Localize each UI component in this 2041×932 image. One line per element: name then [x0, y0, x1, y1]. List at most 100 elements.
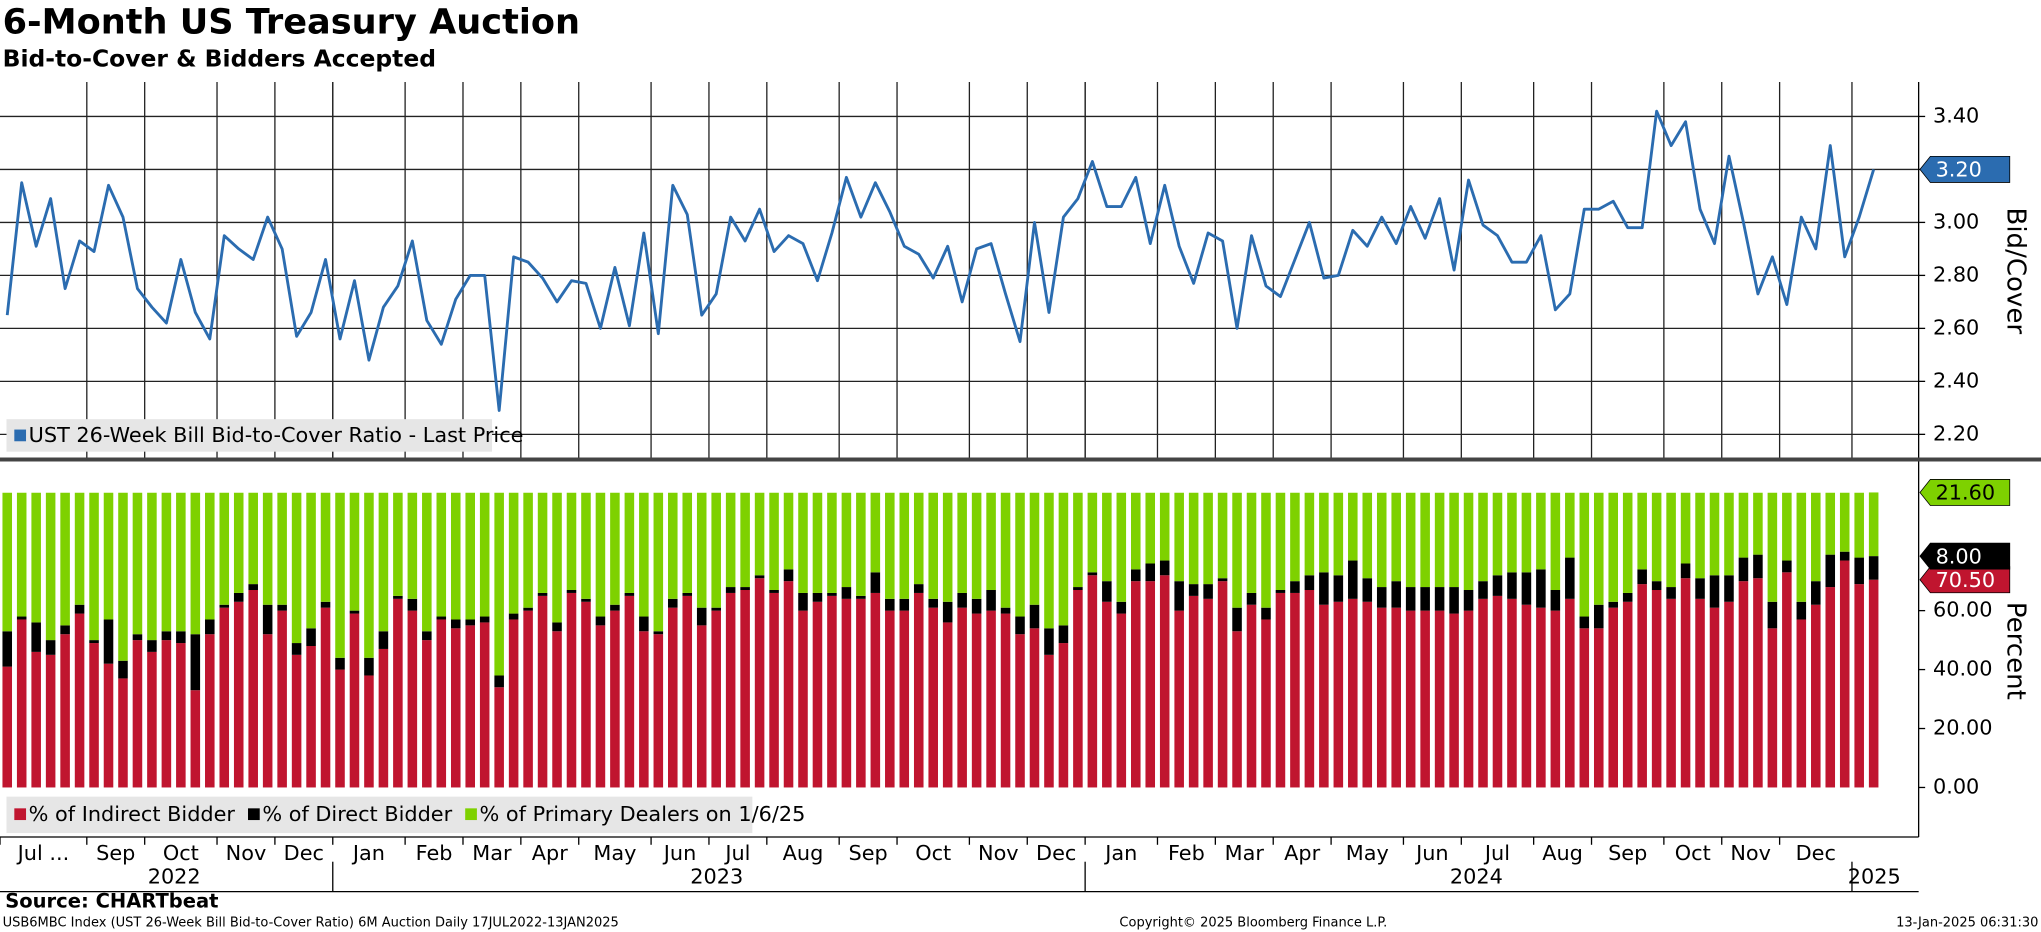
bar-segment	[1724, 575, 1734, 602]
bar-segment	[161, 631, 172, 641]
bar-segment	[132, 492, 143, 635]
bar-segment	[1782, 560, 1792, 573]
bar-segment	[1058, 492, 1069, 626]
bar-segment	[942, 492, 953, 602]
bar-segment	[1695, 598, 1705, 788]
bar-segment	[1348, 492, 1358, 561]
bar-segment	[682, 592, 693, 596]
bar-segment	[132, 640, 143, 788]
y-tick-label: 20.00	[1933, 716, 1993, 740]
bar-segment	[479, 492, 490, 617]
bar-segment	[1651, 590, 1662, 788]
bar-segment	[537, 492, 548, 593]
bar-segment	[841, 492, 852, 588]
bar-segment	[508, 492, 519, 614]
bar-segment	[422, 631, 432, 641]
x-tick-label: Jun	[1414, 841, 1449, 865]
bar-segment	[1796, 492, 1807, 602]
bar-segment	[971, 613, 982, 788]
bar-segment	[1637, 584, 1647, 788]
bar-segment	[1275, 492, 1286, 591]
bar-segment	[1492, 575, 1503, 596]
bar-segment	[2, 666, 13, 788]
bar-segment	[1246, 604, 1257, 788]
bar-segment	[1680, 578, 1691, 788]
bar-segment	[2, 631, 13, 667]
bar-segment	[1261, 492, 1271, 608]
last-value-tag	[1919, 542, 2011, 570]
bar-segment	[1261, 607, 1271, 620]
bar-segment	[1782, 572, 1792, 788]
bar-segment	[1145, 492, 1156, 564]
bar-segment	[1550, 590, 1561, 611]
bar-segment	[754, 492, 765, 576]
bar-segment	[1492, 492, 1503, 576]
footer-copyright: Copyright© 2025 Bloomberg Finance L.P.	[1119, 915, 1387, 930]
bar-segment	[450, 492, 461, 620]
x-tick-label: Aug	[783, 841, 824, 865]
bar-segment	[711, 610, 721, 788]
bar-segment	[1608, 607, 1619, 788]
bar-segment	[1073, 492, 1083, 588]
bar-segment	[349, 610, 360, 614]
bar-segment	[1232, 631, 1242, 788]
bar-segment	[1622, 592, 1633, 602]
bar-segment	[508, 619, 519, 788]
bar-segment	[1854, 492, 1864, 558]
bar-segment	[1319, 492, 1329, 573]
bar-segment	[1767, 601, 1778, 629]
bar-segment	[1304, 590, 1315, 788]
bar-segment	[653, 634, 664, 788]
bar-segment	[1449, 613, 1459, 788]
bar-segment	[885, 610, 895, 788]
bar-segment	[1405, 587, 1416, 611]
bar-segment	[364, 657, 374, 676]
bar-segment	[668, 607, 678, 788]
bar-segment	[1811, 581, 1821, 605]
bar-segment	[1622, 601, 1633, 788]
bar-segment	[205, 634, 215, 788]
bar-segment	[1348, 560, 1358, 599]
bar-segment	[1232, 492, 1242, 608]
bar-segment	[1478, 598, 1488, 788]
bar-segment	[1102, 601, 1112, 788]
bar-segment	[1753, 554, 1763, 579]
bar-segment	[1333, 492, 1344, 576]
bar-segment	[393, 598, 403, 788]
bar-segment	[1130, 492, 1141, 570]
bar-segment	[1000, 613, 1011, 788]
bar-segment	[219, 604, 230, 608]
bar-segment	[233, 492, 244, 593]
bar-segment	[668, 492, 678, 599]
y-tick-label: 2.80	[1933, 262, 1979, 286]
bar-segment	[320, 492, 331, 602]
chart-subtitle: Bid-to-Cover & Bidders Accepted	[3, 44, 436, 72]
bar-segment	[277, 610, 287, 788]
y-tick-label: 40.00	[1933, 657, 1993, 681]
bar-segment	[1319, 604, 1329, 788]
y-axis-title: Percent	[2000, 602, 2030, 700]
bar-segment	[1116, 492, 1127, 602]
bar-segment	[769, 492, 779, 591]
bar-segment	[610, 610, 620, 788]
bar-segment	[1507, 492, 1517, 573]
bar-segment	[913, 592, 924, 788]
bar-segment	[1854, 584, 1864, 788]
bar-segment	[1550, 610, 1561, 788]
bar-segment	[277, 492, 287, 605]
bar-segment	[899, 598, 910, 611]
bar-segment	[494, 687, 504, 788]
bar-segment	[1362, 601, 1373, 788]
bar-segment	[1015, 634, 1025, 788]
bar-segment	[1695, 492, 1705, 579]
bar-segment	[1217, 578, 1228, 582]
bar-segment	[1666, 598, 1676, 788]
bar-segment	[1290, 492, 1300, 582]
bar-segment	[696, 625, 707, 788]
bar-segment	[1058, 625, 1069, 644]
bar-segment	[1767, 628, 1778, 788]
bar-segment	[1666, 587, 1676, 599]
bar-segment	[610, 604, 620, 611]
bar-segment	[1029, 492, 1040, 605]
